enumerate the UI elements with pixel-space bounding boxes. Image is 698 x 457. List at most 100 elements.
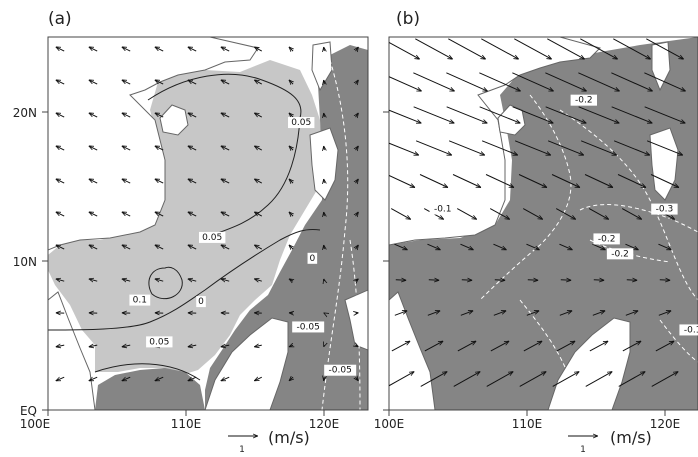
wind-vector [644,72,685,92]
wind-vector [389,142,419,156]
wind-vector [489,208,510,220]
wind-vector [324,345,325,347]
wind-vector [514,140,551,156]
contour-label: -0.2 [575,96,593,106]
wind-vector [588,208,609,220]
wind-vector [547,140,584,156]
wind-vector [415,38,452,59]
wind-vector [389,41,419,59]
wind-vector [456,208,477,220]
wind-vector [221,80,230,85]
wind-vector [519,372,547,387]
wind-vector [254,146,263,151]
panel-a-contour-labels: 0.05 0.05 0 0.1 0 0.05 -0.05 -0.05 [129,117,357,376]
panel-a-light-shade [48,60,322,375]
panel-a-neg-contours [321,59,361,410]
wind-vector [356,80,359,84]
wind-vector [526,311,539,316]
wind-vector [324,47,325,51]
contour-label-box [593,233,620,245]
wind-vector [188,245,197,250]
wind-vector [221,245,230,250]
contour-label: 0.05 [202,233,222,243]
panel-a-land-borneo [204,317,289,410]
wind-vector [526,243,539,251]
panel-b-frame [388,36,698,411]
wind-vector [452,174,481,188]
wind-vector [188,376,197,382]
wind-vector [155,212,164,217]
wind-vector [122,113,131,118]
wind-vector [593,280,604,281]
wind-vector [490,341,509,352]
contour-label-box [288,117,315,129]
wind-vector [461,280,472,281]
wind-vector [578,106,620,124]
wind-vector [89,345,98,347]
contour-label: -0.3 [656,205,674,215]
panel-a-land-luzon [309,127,339,201]
wind-vector [493,311,506,316]
wind-vector [655,341,674,352]
wind-vector [122,376,131,382]
contour-label-box [651,203,678,215]
wind-vector [659,280,670,281]
wind-vector [89,279,98,281]
panel-a-land-mindanao [344,289,368,351]
wind-vector [89,212,98,217]
contour-label-box [570,94,598,106]
wind-vector [622,341,641,352]
wind-vector [424,341,443,352]
wind-vector [356,113,359,117]
wind-vector [289,212,293,216]
wind-vector [555,208,576,220]
contour-label: -0.05 [329,366,352,376]
wind-vector [89,80,98,85]
wind-vector [188,80,197,85]
wind-vector [356,345,359,347]
wind-vector [155,47,164,52]
panel-a-reference-value: 1 [239,445,245,455]
wind-vector [391,341,410,352]
wind-vector [188,47,197,52]
wind-vector [89,146,98,151]
wind-vector [413,72,454,92]
contour-label-box [307,252,318,264]
wind-vector [580,140,617,156]
wind-vector [592,243,605,251]
xtick-label-b-110: 110E [512,417,543,431]
contour-label-box [196,296,206,308]
contour-label-box [324,364,357,376]
wind-vector [56,245,65,250]
wind-vector [324,80,325,84]
panel-a-land-hainan [159,104,189,136]
wind-vector [356,47,359,51]
panel-a-reference-units: (m/s) [268,428,310,447]
wind-vector [415,140,452,156]
wind-vector [485,174,514,188]
wind-vector [551,174,580,188]
contour-label: 0.05 [291,118,311,128]
wind-vector [646,38,683,59]
wind-vector [122,146,131,151]
contour-label: 0 [309,254,315,264]
wind-vector [460,243,473,251]
wind-vector [221,47,230,52]
contour-label-box [146,336,173,348]
wind-vector [589,341,608,352]
wind-vector [188,179,197,184]
wind-vector [427,311,440,316]
panel-b-reference-value: 1 [580,445,586,455]
wind-vector [389,109,422,124]
panel-b-map [389,37,698,410]
wind-vector [254,212,263,217]
wind-vector [56,113,65,118]
panel-b-vectors [389,38,685,387]
wind-vector [324,146,325,150]
wind-vector [56,80,65,85]
wind-vector [221,113,230,118]
wind-vector [56,279,65,281]
contour-label: 0.05 [149,337,169,347]
wind-vector [545,106,587,124]
panel-a-map [48,37,368,410]
